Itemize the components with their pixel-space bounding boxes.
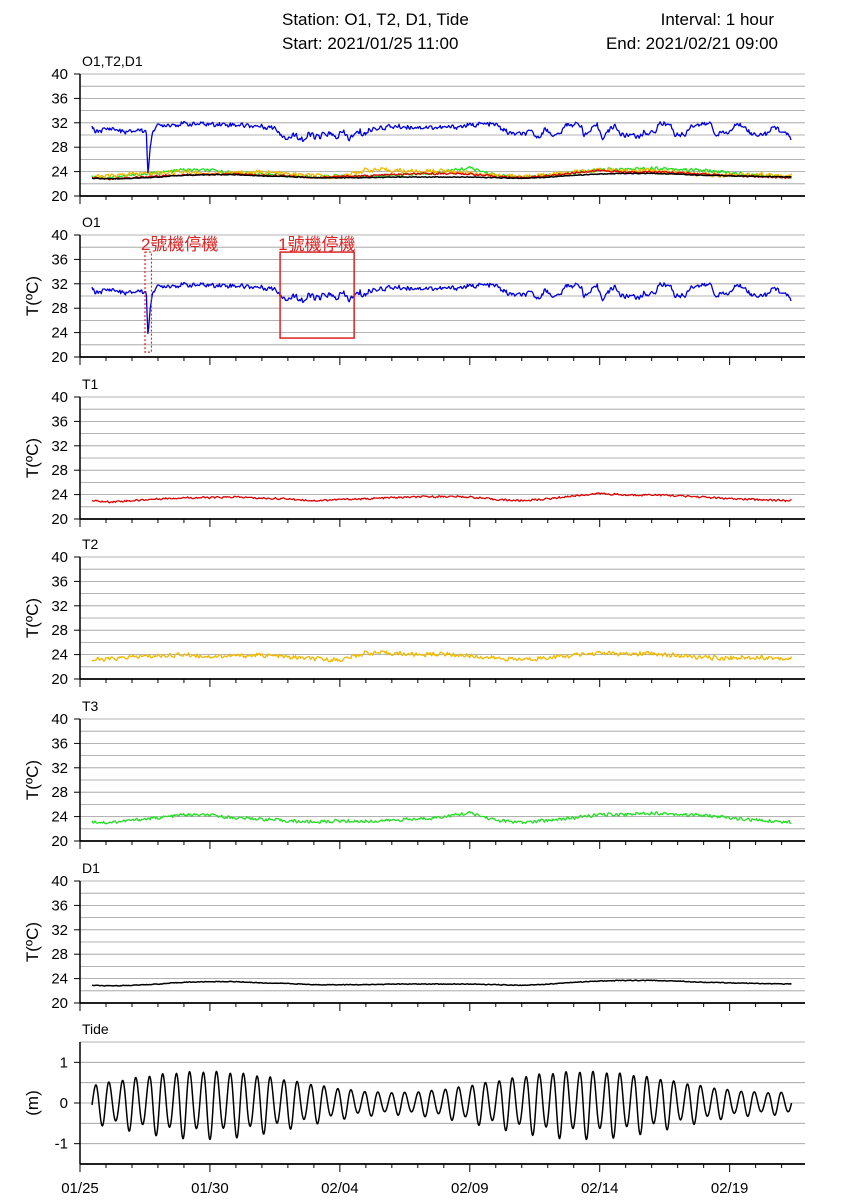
- panel-combined: 20 24 28 32 36 40 O1,T2,D1: [51, 53, 805, 205]
- y-tick-label: 40: [51, 873, 68, 890]
- y-tick-label: 24: [51, 325, 68, 342]
- panel-label: O1,T2,D1: [82, 53, 143, 69]
- series-line-d1: [91, 979, 792, 987]
- panel-label: T2: [82, 536, 99, 552]
- panel-tide: -1 0 1 Tide (m): [23, 1021, 805, 1172]
- y-tick-label: 28: [51, 946, 68, 963]
- y-tick-label: 20: [51, 995, 68, 1012]
- x-tick-label: 02/04: [321, 1180, 359, 1197]
- y-tick-label: 1: [60, 1054, 68, 1071]
- x-tick-label: 01/30: [191, 1180, 229, 1197]
- panel-label: T1: [82, 376, 99, 392]
- x-tick-label: 01/25: [61, 1180, 99, 1197]
- y-axis-title: T(ºC): [23, 438, 42, 478]
- panel-t2: 20 24 28 32 36 40 T2 T(ºC): [23, 536, 805, 688]
- panel-t1: 20 24 28 32 36 40 T1 T(ºC): [23, 376, 805, 528]
- y-tick-label: 40: [51, 711, 68, 728]
- y-tick-label: -1: [55, 1136, 68, 1153]
- y-axis-title: T(ºC): [23, 922, 42, 962]
- start-time: Start: 2021/01/25 11:00: [282, 34, 459, 53]
- machine2-stop-label: 2號機停機: [141, 235, 218, 254]
- y-tick-label: 24: [51, 647, 68, 664]
- panel-label: O1: [82, 214, 101, 230]
- series-line-o1: [91, 281, 792, 335]
- y-tick-label: 40: [51, 549, 68, 566]
- y-tick-label: 36: [51, 413, 68, 430]
- y-axis-title: (m): [23, 1090, 42, 1115]
- y-tick-label: 32: [51, 276, 68, 293]
- x-tick-label: 02/19: [711, 1180, 749, 1197]
- panel-label: T3: [82, 698, 99, 714]
- y-tick-label: 24: [51, 164, 68, 181]
- y-tick-label: 40: [51, 227, 68, 244]
- y-tick-label: 32: [51, 115, 68, 132]
- y-tick-label: 24: [51, 971, 68, 988]
- station-title: Station: O1, T2, D1, Tide: [282, 10, 469, 29]
- y-tick-label: 32: [51, 922, 68, 939]
- y-tick-label: 28: [51, 462, 68, 479]
- y-tick-label: 20: [51, 188, 68, 205]
- panel-label: D1: [82, 860, 100, 876]
- y-axis-title: T(ºC): [23, 276, 42, 316]
- y-tick-label: 20: [51, 671, 68, 688]
- panel-d1: 20 24 28 32 36 40 D1 T(ºC): [23, 860, 805, 1012]
- y-tick-label: 36: [51, 897, 68, 914]
- panel-o1: 20 24 28 32 36 40 O1 T(ºC): [23, 214, 805, 366]
- y-tick-label: 32: [51, 760, 68, 777]
- x-tick-label: 02/09: [451, 1180, 489, 1197]
- machine2-stop-marker: [144, 251, 153, 353]
- x-tick-label: 02/14: [581, 1180, 619, 1197]
- y-tick-label: 28: [51, 784, 68, 801]
- y-tick-label: 36: [51, 90, 68, 107]
- y-tick-label: 28: [51, 300, 68, 317]
- y-tick-label: 40: [51, 66, 68, 83]
- y-tick-label: 20: [51, 511, 68, 528]
- machine1-stop-box: [279, 251, 355, 339]
- y-tick-label: 32: [51, 598, 68, 615]
- panel-label: Tide: [82, 1021, 109, 1037]
- machine1-stop-label: 1號機停機: [278, 235, 355, 254]
- end-time: End: 2021/02/21 09:00: [605, 34, 778, 53]
- y-axis-title: T(ºC): [23, 760, 42, 800]
- series-line-t3: [91, 810, 792, 825]
- y-axis-title: T(ºC): [23, 598, 42, 638]
- y-tick-label: 28: [51, 622, 68, 639]
- series-line-t1: [91, 492, 792, 504]
- y-tick-label: 24: [51, 487, 68, 504]
- series-line-o1: [91, 120, 792, 174]
- y-tick-label: 32: [51, 438, 68, 455]
- series-line-t2: [91, 650, 793, 663]
- y-tick-label: 36: [51, 251, 68, 268]
- y-tick-label: 40: [51, 389, 68, 406]
- y-tick-label: 20: [51, 349, 68, 366]
- y-tick-label: 20: [51, 833, 68, 850]
- panel-t3: 20 24 28 32 36 40 T3 T(ºC): [23, 698, 805, 850]
- series-line-d1: [91, 172, 792, 180]
- y-tick-label: 0: [60, 1095, 68, 1112]
- y-tick-label: 28: [51, 139, 68, 156]
- series-line-tide: [91, 1070, 793, 1141]
- y-tick-label: 36: [51, 735, 68, 752]
- interval-label: Interval: 1 hour: [660, 10, 774, 29]
- y-tick-label: 24: [51, 809, 68, 826]
- y-tick-label: 36: [51, 573, 68, 590]
